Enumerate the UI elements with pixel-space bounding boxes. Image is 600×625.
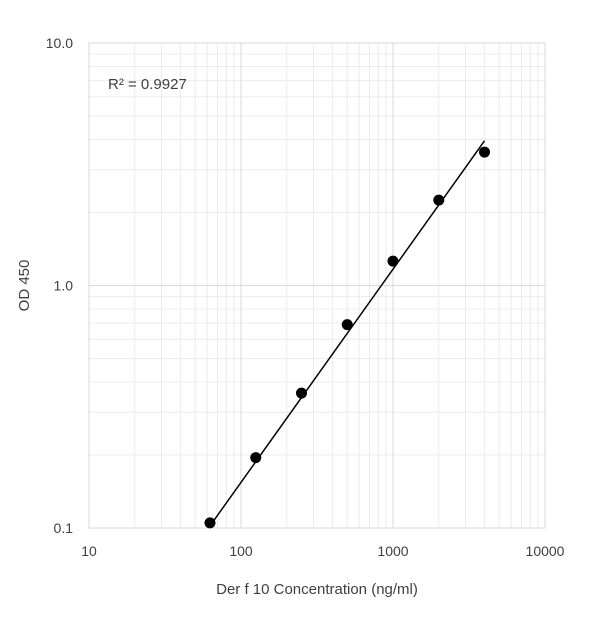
y-tick-label: 0.1 xyxy=(54,520,74,536)
x-tick-label: 1000 xyxy=(377,543,408,559)
x-axis-title: Der f 10 Concentration (ng/ml) xyxy=(216,581,418,598)
y-tick-label: 10.0 xyxy=(46,35,73,51)
x-tick-label: 10000 xyxy=(526,543,565,559)
data-point xyxy=(295,387,307,399)
data-point xyxy=(204,517,216,529)
y-tick-label: 1.0 xyxy=(54,278,74,294)
r-squared-annotation: R² = 0.9927 xyxy=(108,76,187,93)
x-tick-label: 100 xyxy=(229,543,253,559)
plot-area-border xyxy=(88,42,546,529)
y-axis-title: OD 450 xyxy=(16,260,33,312)
x-tick-label: 10 xyxy=(81,543,97,559)
data-point xyxy=(387,255,399,267)
tick-labels: 10 100 1000 10000 0.1 1.0 10.0 xyxy=(46,35,565,559)
data-point xyxy=(433,194,445,206)
data-point xyxy=(250,452,262,464)
data-series xyxy=(204,140,491,529)
data-point xyxy=(479,146,491,158)
data-point xyxy=(341,319,353,331)
